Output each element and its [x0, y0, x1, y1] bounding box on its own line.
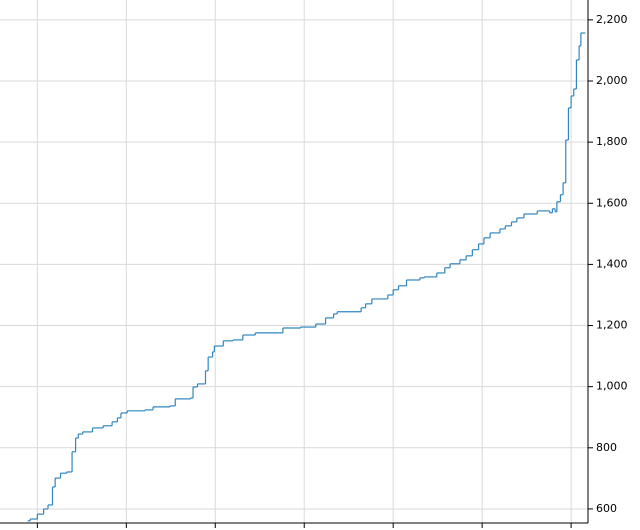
- y-tick-label: 1,200: [596, 319, 628, 332]
- y-tick-label: 1,400: [596, 257, 628, 270]
- y-tick-label: 2,000: [596, 74, 628, 87]
- y-tick-label: 600: [596, 502, 617, 515]
- y-tick-label: 1,000: [596, 380, 628, 393]
- y-tick-label: 2,200: [596, 13, 628, 26]
- y-tick-label: 1,600: [596, 196, 628, 209]
- y-tick-label: 1,800: [596, 135, 628, 148]
- y-tick-label: 800: [596, 441, 617, 454]
